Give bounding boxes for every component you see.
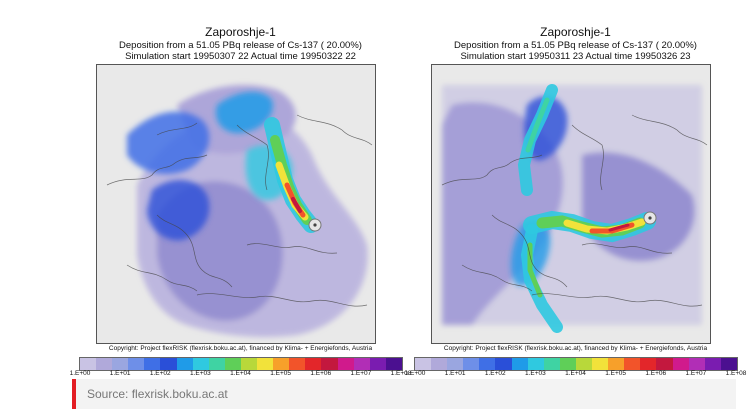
scale-swatch	[240, 358, 258, 370]
scale-swatch	[656, 358, 673, 370]
scale-swatch	[672, 358, 689, 370]
scale-swatch	[80, 358, 97, 370]
scale-swatch	[192, 358, 209, 370]
panel-subtitle-time: Simulation start 19950307 22 Actual time…	[125, 51, 356, 62]
scale-swatch	[112, 358, 129, 370]
scale-swatch	[321, 358, 338, 370]
scale-tick-label: 1.E+01	[444, 370, 466, 377]
panel-subtitle-release: Deposition from a 51.05 PBq release of C…	[119, 40, 362, 51]
color-scale-bar	[79, 357, 403, 371]
scale-tick-label: 1.E+06	[645, 370, 667, 377]
color-scale-ticks: 1.E+00 1.E+01 1.E+02 1.E+03 1.E+04 1.E+05 1.E+…	[68, 370, 413, 380]
deposition-map-right	[431, 64, 711, 344]
copyright-note: Copyright: Project flexRISK (flexrisk.bo…	[443, 345, 708, 352]
scale-swatch	[479, 358, 496, 370]
scale-swatch	[369, 358, 386, 370]
scale-tick-label: 1.E+04	[230, 370, 251, 377]
scale-tick-label: 1.E+05	[270, 370, 292, 377]
panel-subtitle-time: Simulation start 19950311 23 Actual time…	[460, 51, 691, 62]
scale-swatch	[592, 358, 609, 370]
scale-swatch	[431, 358, 448, 370]
deposition-map-left	[96, 64, 376, 344]
scale-tick-label: 1.E+03	[524, 370, 546, 377]
accent-bar	[72, 379, 76, 409]
scale-tick-label: 1.E+02	[484, 370, 506, 377]
scale-swatch	[608, 358, 625, 370]
copyright-note: Copyright: Project flexRISK (flexrisk.bo…	[108, 345, 373, 352]
scale-swatch	[624, 358, 641, 370]
scale-swatch	[447, 358, 464, 370]
scale-swatch	[128, 358, 145, 370]
scale-swatch	[257, 358, 274, 370]
scale-swatch	[337, 358, 354, 370]
scale-tick-label: 1.E+08	[725, 370, 747, 377]
map-panel-right: Zaporoshje-1 Deposition from a 51.05 PBq…	[403, 0, 748, 378]
source-caption: Source: flexrisk.boku.ac.at	[72, 379, 736, 409]
scale-tick-label: 1.E+04	[565, 370, 586, 377]
scale-swatch	[289, 358, 306, 370]
scale-tick-label: 1.E+01	[109, 370, 131, 377]
scale-swatch	[176, 358, 193, 370]
scale-swatch	[208, 358, 225, 370]
panel-title: Zaporoshje-1	[205, 25, 276, 39]
scale-tick-label: 1.E+05	[605, 370, 627, 377]
scale-swatch	[704, 358, 721, 370]
scale-swatch	[511, 358, 528, 370]
source-text: Source: flexrisk.boku.ac.at	[87, 387, 228, 401]
scale-tick-label: 1.E+00	[69, 370, 91, 377]
scale-swatch	[688, 358, 705, 370]
scale-swatch	[527, 358, 544, 370]
scale-swatch	[495, 358, 512, 370]
scale-tick-label: 1.E+07	[350, 370, 372, 377]
color-scale-ticks: 1.E+00 1.E+01 1.E+02 1.E+03 1.E+04 1.E+05 1.E+…	[403, 370, 748, 380]
panel-title: Zaporoshje-1	[540, 25, 611, 39]
color-scale-bar	[414, 357, 738, 371]
scale-swatch	[144, 358, 161, 370]
map-panel-left: Zaporoshje-1 Deposition from a 51.05 PBq…	[68, 0, 413, 378]
scale-swatch	[224, 358, 241, 370]
scale-swatch	[96, 358, 113, 370]
scale-swatch	[575, 358, 593, 370]
scale-swatch	[640, 358, 657, 370]
scale-tick-label: 1.E+02	[149, 370, 171, 377]
scale-swatch	[273, 358, 290, 370]
scale-tick-label: 1.E+06	[310, 370, 332, 377]
scale-tick-label: 1.E+07	[685, 370, 707, 377]
scale-swatch	[543, 358, 560, 370]
scale-swatch	[720, 358, 737, 370]
scale-tick-label: 1.E+08	[390, 370, 412, 377]
scale-swatch	[559, 358, 576, 370]
scale-tick-label: 1.E+00	[404, 370, 426, 377]
scale-swatch	[353, 358, 370, 370]
scale-swatch	[415, 358, 432, 370]
scale-swatch	[160, 358, 177, 370]
scale-tick-label: 1.E+03	[189, 370, 211, 377]
scale-swatch	[305, 358, 322, 370]
panel-subtitle-release: Deposition from a 51.05 PBq release of C…	[454, 40, 697, 51]
scale-swatch	[463, 358, 480, 370]
scale-swatch	[385, 358, 402, 370]
